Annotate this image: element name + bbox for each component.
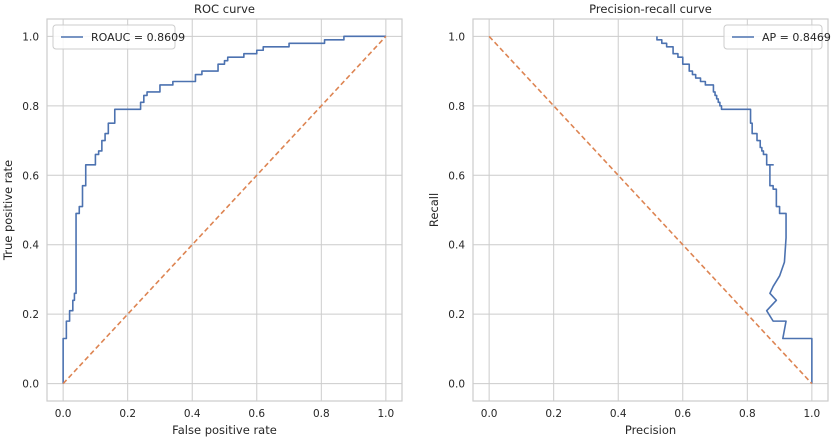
pr-x-tick-label: 0.6 — [674, 408, 691, 420]
pr-x-tick-label: 1.0 — [804, 408, 821, 420]
roc-x-tick-label: 0.6 — [248, 408, 265, 420]
roc-y-tick-label: 0.0 — [22, 379, 39, 391]
pr-curve-line — [656, 36, 813, 384]
pr-axes-frame — [472, 18, 829, 402]
roc-x-axis-label: False positive rate — [172, 423, 277, 437]
roc-y-tick-label: 0.8 — [22, 101, 39, 113]
pr-x-tick-label: 0.4 — [610, 408, 627, 420]
roc-x-tick-label: 0.8 — [313, 408, 330, 420]
pr-x-tick-label: 0.2 — [545, 408, 562, 420]
pr-y-tick-label: 0.8 — [448, 101, 465, 113]
roc-y-axis-label: True positive rate — [1, 160, 15, 261]
pr-y-tick-label: 0.6 — [448, 170, 465, 182]
pr-x-tick-label: 0.8 — [739, 408, 756, 420]
pr-y-tick-label: 1.0 — [448, 31, 465, 43]
roc-diagonal-reference-line — [62, 35, 387, 385]
roc-y-tick-label: 0.6 — [22, 170, 39, 182]
pr-y-tick-label: 0.0 — [448, 379, 465, 391]
pr-y-tick-label: 0.2 — [448, 309, 465, 321]
roc-y-tick-label: 0.2 — [22, 309, 39, 321]
roc-y-tick-label: 0.4 — [22, 240, 39, 252]
pr-legend-label: AP = 0.8469 — [762, 31, 831, 44]
roc-chart-title: ROC curve — [194, 2, 255, 16]
pr-x-tick-label: 0.0 — [481, 408, 498, 420]
roc-legend-box — [52, 24, 176, 50]
pr-x-axis-label: Precision — [625, 423, 676, 437]
roc-x-tick-label: 0.4 — [184, 408, 201, 420]
precision-recall-panel: 0.0 0.2 0.4 0.6 0.8 1.0 0.0 0.2 0.4 0.6 0.8 1.0 Prec… — [427, 2, 831, 437]
roc-x-tick-label: 0.2 — [119, 408, 136, 420]
roc-y-tick-label: 1.0 — [22, 31, 39, 43]
pr-chart-title: Precision-recall curve — [589, 2, 712, 16]
pr-legend-box — [723, 24, 823, 50]
roc-legend: ROAUC = 0.8609 — [52, 24, 185, 50]
pr-legend: AP = 0.8469 — [723, 24, 831, 50]
roc-legend-label: ROAUC = 0.8609 — [91, 31, 185, 44]
roc-x-tick-label: 0.0 — [55, 408, 72, 420]
roc-x-tick-label: 1.0 — [378, 408, 395, 420]
roc-curve-line — [62, 35, 386, 384]
pr-diagonal-reference-line — [488, 35, 813, 385]
pr-y-axis-label: Recall — [427, 193, 441, 227]
roc-axes-frame — [46, 18, 403, 402]
pr-y-tick-label: 0.4 — [448, 240, 465, 252]
roc-panel: 0.0 0.2 0.4 0.6 0.8 1.0 0.0 0.2 0.4 0.6 0.8 1.0 ROC … — [1, 2, 403, 437]
